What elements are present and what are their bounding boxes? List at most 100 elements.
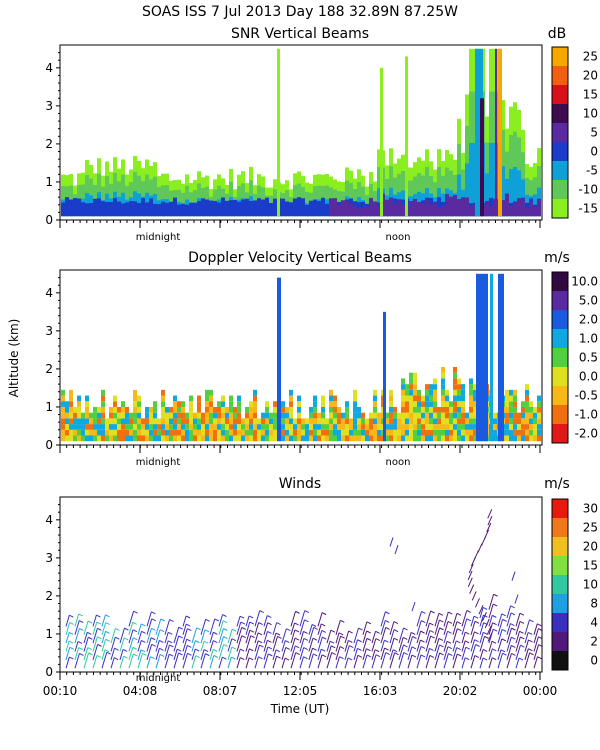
wind-barb-flag — [330, 645, 336, 649]
doppler-cell — [73, 406, 77, 413]
doppler-cell — [257, 418, 261, 425]
snr-cell — [517, 170, 521, 217]
doppler-cell — [177, 435, 181, 442]
wind-barb — [479, 614, 484, 627]
wind-barb — [389, 638, 395, 652]
wind-barb-flag — [357, 639, 362, 643]
doppler-cell — [153, 406, 157, 413]
doppler-cell — [393, 429, 397, 436]
doppler-cell — [181, 406, 185, 413]
doppler-cell — [533, 418, 537, 425]
wind-barb-flag — [402, 637, 408, 640]
wind-barb — [488, 657, 493, 669]
doppler-cell — [121, 401, 125, 407]
doppler-cell — [85, 424, 89, 430]
doppler-cell — [457, 424, 461, 430]
wind-barb — [155, 618, 162, 635]
colorbar-label: 8 — [590, 597, 598, 611]
doppler-cell — [453, 401, 457, 407]
colorbar-label: 15 — [583, 88, 598, 102]
wind-barb-flag — [475, 644, 480, 647]
doppler-cell — [473, 412, 477, 419]
snr-cell — [113, 198, 117, 217]
doppler-cell — [61, 435, 65, 442]
doppler-cell — [213, 418, 217, 425]
doppler-cell — [197, 435, 201, 442]
doppler-cell — [217, 429, 221, 436]
wind-barb — [263, 653, 269, 669]
doppler-cell — [225, 418, 229, 425]
wind-barb — [443, 631, 449, 644]
colorbar-swatch — [552, 199, 568, 219]
snr-cell — [229, 200, 233, 217]
wind-barb-flag — [267, 639, 272, 643]
wind-barb-flag — [474, 631, 479, 635]
wind-barb — [92, 644, 99, 660]
doppler-cell — [257, 424, 261, 430]
doppler-cell — [281, 429, 285, 436]
wind-barb — [506, 623, 511, 635]
wind-barb-flag — [394, 652, 399, 656]
wind-barb — [514, 594, 519, 604]
doppler-cell — [509, 389, 513, 396]
doppler-cell — [209, 395, 213, 402]
wind-barb-flag — [132, 621, 137, 625]
doppler-cell — [353, 424, 357, 430]
doppler-cell — [137, 401, 141, 407]
snr-cell — [489, 205, 493, 217]
wind-barb — [218, 628, 224, 644]
doppler-cell — [193, 429, 197, 436]
snr-cell — [73, 198, 77, 217]
doppler-cell — [309, 412, 313, 419]
wind-barb — [434, 638, 440, 652]
doppler-cell — [457, 378, 461, 385]
y-tick-label: 0 — [45, 438, 53, 452]
doppler-cell — [441, 378, 445, 385]
snr-cell — [297, 197, 301, 217]
wind-barb-flag — [483, 631, 488, 635]
doppler-cell — [221, 435, 225, 442]
doppler-cell — [421, 429, 425, 436]
doppler-cell — [505, 389, 509, 396]
doppler-cell — [293, 418, 297, 425]
wind-barb — [101, 622, 107, 635]
doppler-cell — [213, 429, 217, 436]
wind-barb-flag — [340, 619, 345, 623]
wind-barb — [155, 629, 161, 644]
doppler-cell — [401, 406, 405, 413]
snr-cell — [181, 203, 185, 217]
doppler-cell — [393, 406, 397, 413]
wind-barb — [533, 628, 539, 644]
doppler-cell — [421, 418, 425, 425]
doppler-cell — [313, 412, 317, 419]
doppler-cell — [513, 389, 517, 396]
doppler-cell — [445, 429, 449, 436]
doppler-cell — [433, 418, 437, 425]
doppler-cell — [389, 395, 393, 402]
doppler-cell — [369, 424, 373, 430]
doppler-cell — [341, 412, 345, 419]
doppler-cell — [233, 424, 237, 430]
doppler-cell — [397, 418, 401, 425]
snr-cell — [309, 200, 313, 217]
wind-barb-flag — [159, 629, 165, 633]
doppler-cell — [73, 412, 77, 419]
wind-barb-flag — [267, 631, 272, 634]
doppler-cell — [385, 435, 389, 442]
doppler-cell — [237, 424, 241, 430]
wind-barb — [398, 637, 404, 652]
doppler-cell — [97, 412, 101, 419]
doppler-cell — [453, 372, 457, 379]
doppler-cell — [189, 435, 193, 442]
wind-barb-flag — [257, 640, 263, 644]
doppler-cell — [417, 424, 421, 430]
doppler-cell — [441, 372, 445, 379]
doppler-cell — [461, 435, 465, 442]
snr-cell — [397, 200, 401, 217]
doppler-cell — [537, 435, 541, 442]
doppler-cell — [177, 429, 181, 436]
snr-cell — [281, 198, 285, 217]
doppler-cell — [413, 418, 417, 425]
doppler-cell — [441, 435, 445, 442]
colorbar-label: 2 — [590, 635, 598, 649]
